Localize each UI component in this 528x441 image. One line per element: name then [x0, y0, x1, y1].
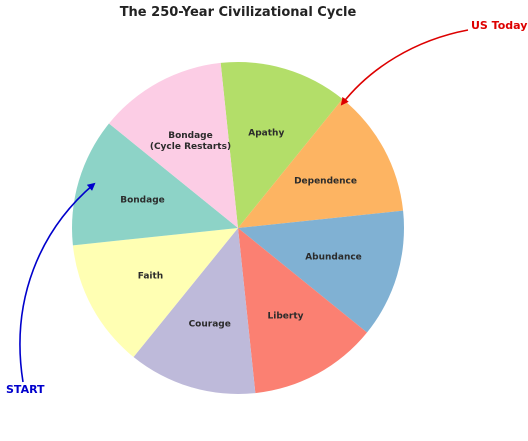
- pie-slice-6: [72, 123, 238, 246]
- slice-label-0: Apathy: [248, 129, 284, 139]
- slice-label-6: Bondage: [120, 196, 165, 206]
- slice-label-3: Liberty: [268, 312, 304, 322]
- slice-label-7: Bondage (Cycle Restarts): [150, 131, 231, 152]
- pie-slice-0: [220, 62, 343, 228]
- slice-label-5: Faith: [138, 272, 164, 282]
- pie-slice-5: [72, 228, 238, 358]
- start-annotation: START: [6, 383, 45, 396]
- us-today-annotation: US Today: [471, 19, 527, 32]
- pie-slice-2: [238, 210, 404, 333]
- slices-layer: [72, 62, 404, 394]
- pie-slice-4: [133, 228, 256, 394]
- pie-slice-7: [108, 62, 239, 228]
- start-arrow: [19, 182, 96, 383]
- slice-label-2: Abundance: [305, 252, 362, 262]
- pie-slice-1: [238, 98, 404, 229]
- us-today-arrow: [340, 29, 469, 106]
- chart-title: The 250-Year Civilizational Cycle: [120, 5, 357, 20]
- labels-layer: Apathy Dependence Abundance Liberty Courage F…: [120, 129, 362, 330]
- slice-label-4: Courage: [189, 320, 231, 330]
- slice-label-1: Dependence: [294, 176, 357, 186]
- pie-slice-3: [238, 228, 368, 394]
